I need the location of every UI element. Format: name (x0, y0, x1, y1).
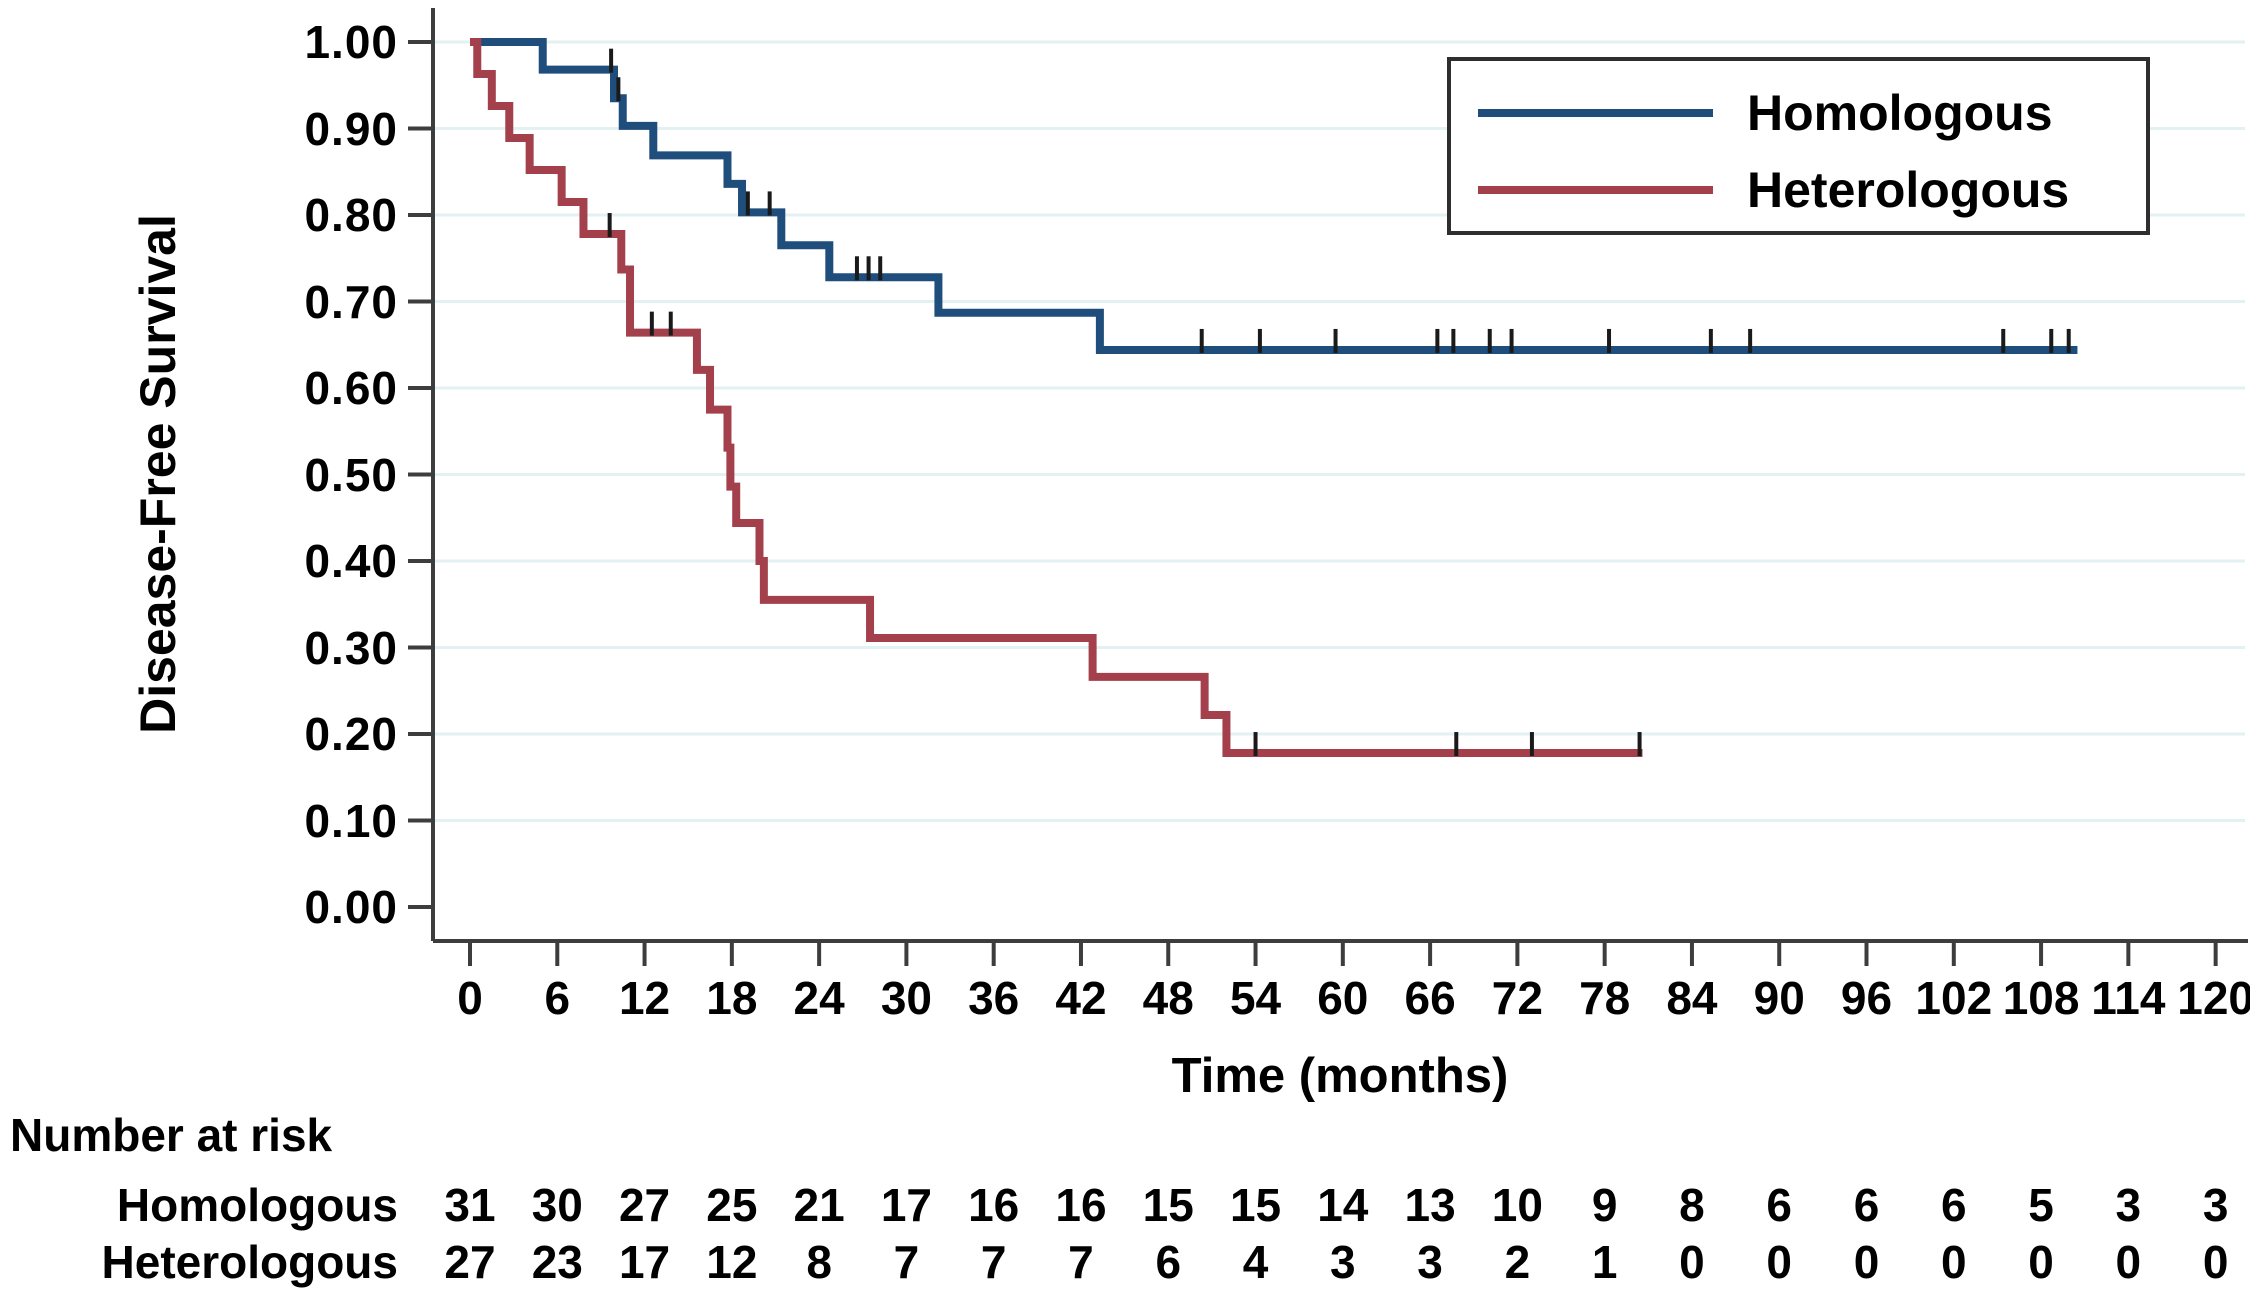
x-tick-label-108: 108 (2002, 972, 2080, 1024)
risk-count-homologous-t84: 8 (1679, 1179, 1705, 1231)
y-tick-label-0.40: 0.40 (304, 535, 398, 587)
risk-count-homologous-t90: 6 (1766, 1179, 1793, 1231)
risk-count-homologous-t96: 6 (1853, 1179, 1880, 1231)
risk-count-heterologous-t48: 6 (1155, 1236, 1182, 1288)
x-tick-label-90: 90 (1753, 972, 1805, 1024)
gridlines (433, 40, 2245, 822)
risk-count-heterologous-t30: 7 (893, 1236, 920, 1288)
risk-row-label-heterologous: Heterologous (101, 1236, 398, 1288)
y-tick-label-0.60: 0.60 (304, 362, 398, 414)
risk-count-homologous-t12: 27 (618, 1179, 671, 1231)
risk-count-heterologous-t96: 0 (1853, 1236, 1880, 1288)
y-tick-label-0.70: 0.70 (304, 275, 398, 328)
x-tick-label-72: 72 (1491, 972, 1543, 1024)
x-tick-label-30: 30 (880, 972, 932, 1024)
risk-count-heterologous-t72: 2 (1504, 1236, 1531, 1288)
x-tick-label-0: 0 (457, 972, 483, 1024)
risk-count-homologous-t6: 30 (531, 1179, 583, 1231)
y-tick-label-0.10: 0.10 (304, 794, 398, 847)
risk-count-homologous-t54: 15 (1229, 1179, 1282, 1231)
risk-count-heterologous-t24: 8 (806, 1236, 832, 1288)
risk-count-heterologous-t12: 17 (618, 1236, 671, 1288)
risk-count-heterologous-t42: 7 (1068, 1236, 1094, 1288)
x-tick-label-102: 102 (1915, 972, 1993, 1024)
risk-count-homologous-t78: 9 (1591, 1179, 1618, 1231)
x-tick-label-6: 6 (544, 972, 571, 1024)
risk-count-homologous-t60: 14 (1317, 1179, 1369, 1231)
x-tick-label-12: 12 (618, 972, 671, 1024)
risk-count-homologous-t0: 31 (444, 1179, 496, 1231)
legend-label-heterologous: Heterologous (1747, 162, 2070, 218)
risk-count-homologous-t66: 13 (1404, 1179, 1456, 1231)
risk-count-heterologous-t66: 3 (1417, 1236, 1443, 1288)
risk-count-homologous-t48: 15 (1142, 1179, 1194, 1231)
homologous-line-swatch (1478, 109, 1713, 117)
risk-count-heterologous-t6: 23 (531, 1236, 583, 1288)
risk-count-heterologous-t54: 4 (1242, 1236, 1269, 1288)
y-tick-label-0.90: 0.90 (304, 102, 398, 155)
y-tick-label-0.00: 0.00 (304, 881, 398, 933)
risk-count-heterologous-t78: 1 (1591, 1236, 1618, 1288)
x-tick-label-48: 48 (1142, 972, 1194, 1024)
risk-count-heterologous-t90: 0 (1766, 1236, 1793, 1288)
y-tick-label-1.00: 1.00 (304, 16, 398, 68)
censor-marks-homologous (609, 48, 2071, 353)
x-tick-label-36: 36 (968, 972, 1020, 1024)
risk-count-homologous-t24: 21 (793, 1179, 845, 1231)
risk-count-homologous-t30: 17 (880, 1179, 932, 1231)
risk-count-homologous-t18: 25 (706, 1179, 758, 1231)
risk-count-homologous-t102: 6 (1940, 1179, 1967, 1231)
risk-count-heterologous-t36: 7 (980, 1236, 1007, 1288)
y-tick-label-0.80: 0.80 (304, 189, 398, 241)
censor-marks-heterologous (607, 213, 1642, 757)
risk-count-heterologous-t102: 0 (1940, 1236, 1967, 1288)
heterologous-line-swatch (1478, 186, 1713, 194)
y-tick-label-0.50: 0.50 (304, 448, 398, 501)
x-tick-label-114: 114 (2091, 972, 2166, 1024)
risk-row-label-homologous: Homologous (116, 1179, 398, 1231)
risk-count-heterologous-t84: 0 (1679, 1236, 1705, 1288)
x-tick-label-54: 54 (1229, 972, 1282, 1024)
risk-count-heterologous-t18: 12 (706, 1236, 758, 1288)
risk-count-heterologous-t120: 0 (2202, 1236, 2229, 1288)
y-tick-label-0.20: 0.20 (304, 708, 398, 760)
axes (408, 8, 2248, 966)
legend-entry-homologous: Homologous (1478, 85, 2053, 141)
risk-count-homologous-t120: 3 (2202, 1179, 2229, 1231)
survival-curve-heterologous (470, 38, 1643, 758)
risk-count-homologous-t72: 10 (1491, 1179, 1543, 1231)
x-axis-title: Time (months) (1171, 1049, 1509, 1103)
legend-entry-heterologous: Heterologous (1478, 162, 2069, 218)
risk-count-heterologous-t114: 0 (2115, 1236, 2142, 1288)
risk-table-header: Number at risk (10, 1109, 333, 1161)
x-tick-label-120: 120 (2177, 972, 2250, 1024)
x-tick-label-60: 60 (1317, 972, 1369, 1024)
survival-curve-homologous (470, 38, 2078, 354)
y-tick-label-0.30: 0.30 (304, 621, 398, 674)
risk-count-heterologous-t108: 0 (2028, 1236, 2054, 1288)
risk-count-homologous-t36: 16 (968, 1179, 1020, 1231)
legend-label-homologous: Homologous (1747, 85, 2053, 141)
risk-count-homologous-t114: 3 (2115, 1179, 2142, 1231)
x-tick-label-96: 96 (1840, 972, 1893, 1024)
risk-count-homologous-t108: 5 (2028, 1179, 2054, 1231)
x-tick-label-42: 42 (1055, 972, 1107, 1024)
x-tick-label-78: 78 (1579, 972, 1631, 1024)
x-tick-label-84: 84 (1666, 972, 1718, 1024)
risk-count-heterologous-t60: 3 (1330, 1236, 1356, 1288)
risk-count-heterologous-t0: 27 (444, 1236, 496, 1288)
risk-count-homologous-t42: 16 (1055, 1179, 1107, 1231)
legend-box: Homologous Heterologous (1447, 57, 2150, 235)
x-tick-label-24: 24 (793, 972, 845, 1024)
x-tick-label-66: 66 (1404, 972, 1456, 1024)
x-tick-label-18: 18 (706, 972, 758, 1024)
